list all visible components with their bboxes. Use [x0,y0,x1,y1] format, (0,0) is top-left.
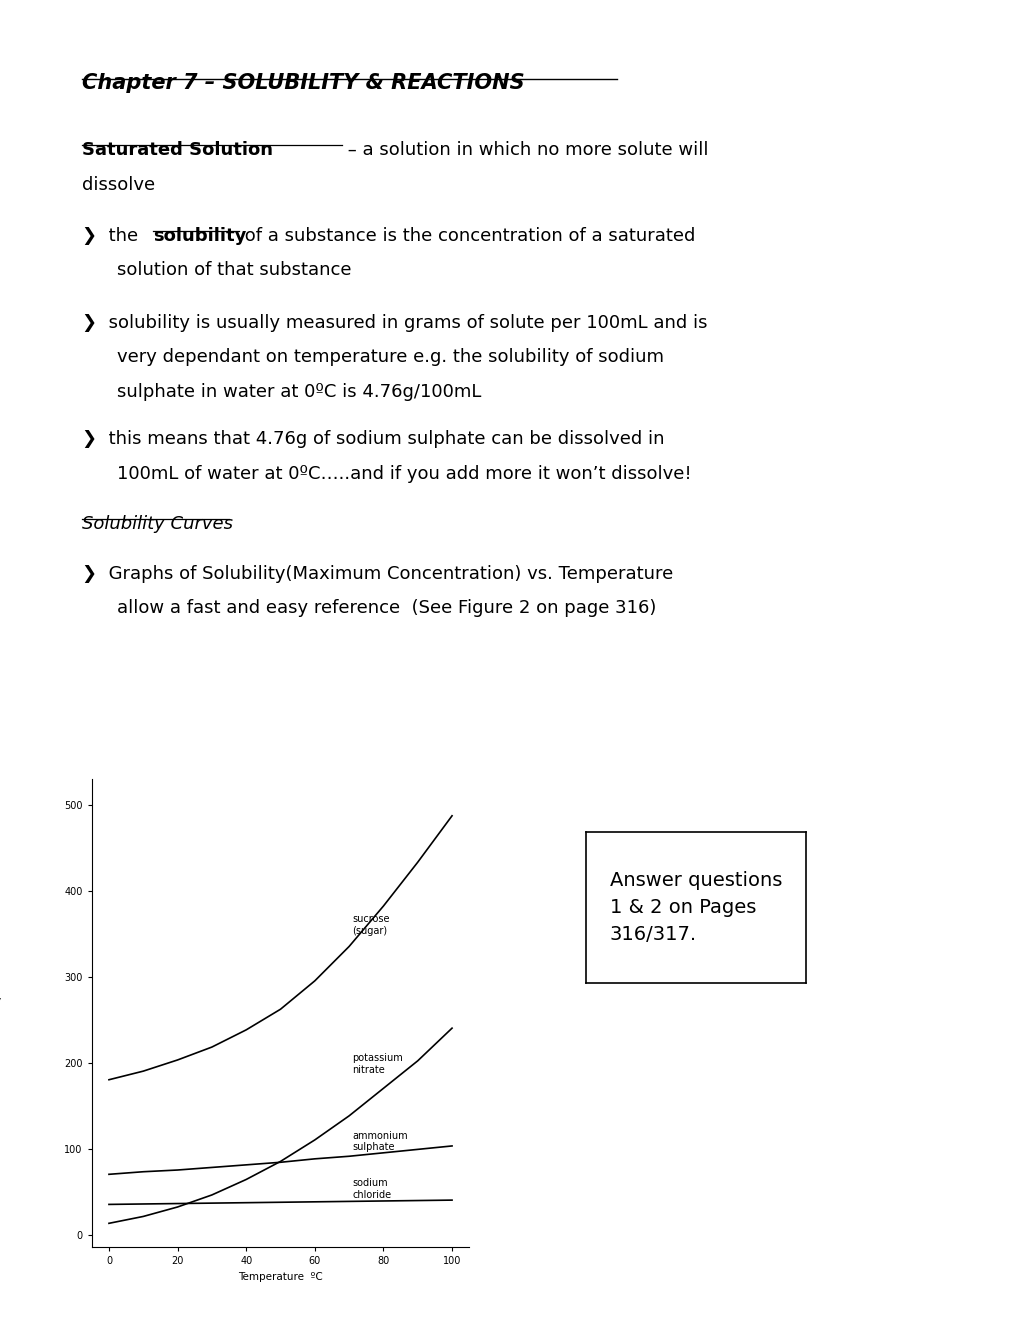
Text: solution of that substance: solution of that substance [117,261,352,280]
Text: sucrose
(sugar): sucrose (sugar) [353,915,389,936]
Text: 100mL of water at 0ºC…..and if you add more it won’t dissolve!: 100mL of water at 0ºC…..and if you add m… [117,465,691,483]
Text: solubility: solubility [153,227,247,246]
Text: Answer questions
1 & 2 on Pages
316/317.: Answer questions 1 & 2 on Pages 316/317. [609,871,782,944]
Text: sulphate in water at 0ºC is 4.76g/100mL: sulphate in water at 0ºC is 4.76g/100mL [117,383,481,401]
Text: ❯  solubility is usually measured in grams of solute per 100mL and is: ❯ solubility is usually measured in gram… [82,314,706,333]
Text: potassium
nitrate: potassium nitrate [353,1053,403,1074]
Text: Chapter 7 – SOLUBILITY & REACTIONS: Chapter 7 – SOLUBILITY & REACTIONS [82,73,524,92]
Text: – a solution in which no more solute will: – a solution in which no more solute wil… [341,141,707,160]
X-axis label: Temperature  ºC: Temperature ºC [237,1272,323,1282]
Text: ❯  the: ❯ the [82,227,144,246]
Text: ammonium
sulphate: ammonium sulphate [353,1131,408,1152]
Text: Solubility Curves: Solubility Curves [82,515,232,533]
Text: allow a fast and easy reference  (See Figure 2 on page 316): allow a fast and easy reference (See Fig… [117,599,656,618]
Text: ❯  Graphs of Solubility(Maximum Concentration) vs. Temperature: ❯ Graphs of Solubility(Maximum Concentra… [82,565,673,583]
Text: of a substance is the concentration of a saturated: of a substance is the concentration of a… [238,227,694,246]
Text: dissolve: dissolve [82,176,155,194]
Text: ❯  this means that 4.76g of sodium sulphate can be dissolved in: ❯ this means that 4.76g of sodium sulpha… [82,430,663,449]
Text: Solubility
in water
g/100g: Solubility in water g/100g [0,997,1,1030]
Text: sodium
chloride: sodium chloride [353,1179,391,1200]
Text: very dependant on temperature e.g. the solubility of sodium: very dependant on temperature e.g. the s… [117,348,663,367]
Text: Saturated Solution: Saturated Solution [82,141,272,160]
